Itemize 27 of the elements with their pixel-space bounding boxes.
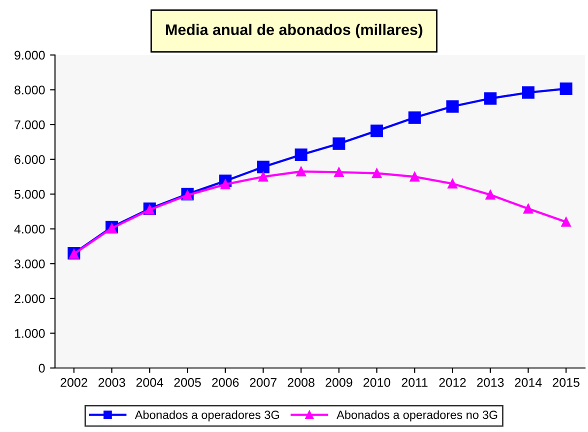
y-tick-label: 7.000 [14, 120, 45, 130]
y-tick-label: 8.000 [14, 86, 45, 94]
chart-title: Media anual de abonados (millares) [166, 24, 422, 38]
x-tick-label: 2010 [364, 378, 390, 387]
x-tick-label: 2004 [136, 378, 164, 387]
x-tick-label: 2009 [326, 378, 352, 387]
y-tick-label: 1.000 [14, 329, 45, 338]
x-tick-label: 2013 [477, 378, 504, 387]
x-tick-label: 2002 [60, 378, 88, 387]
y-tick-label: 4.000 [14, 224, 45, 234]
y-tick-label: 2.000 [14, 294, 45, 304]
x-tick-label: 2005 [174, 378, 201, 387]
x-tick-label: 2012 [439, 378, 466, 387]
x-tick-label: 2014 [514, 378, 542, 387]
x-tick-label: 2006 [212, 378, 239, 387]
legend-label: Abonados a operadores 3G [134, 410, 280, 422]
y-tick-label: 3.000 [14, 259, 45, 268]
x-tick-label: 2007 [250, 378, 276, 387]
y-tick-label: 5.000 [14, 190, 45, 199]
x-tick-label: 2008 [288, 378, 314, 387]
x-tick-label: 2015 [552, 378, 580, 387]
y-tick-label: 6.000 [14, 155, 45, 164]
x-tick-label: 2003 [98, 378, 126, 387]
y-tick-label: 0 [38, 364, 45, 373]
y-tick-label: 9.000 [14, 50, 45, 60]
legend-label: Abonados a operadores no 3G [336, 410, 498, 422]
x-tick-label: 2011 [402, 378, 428, 387]
